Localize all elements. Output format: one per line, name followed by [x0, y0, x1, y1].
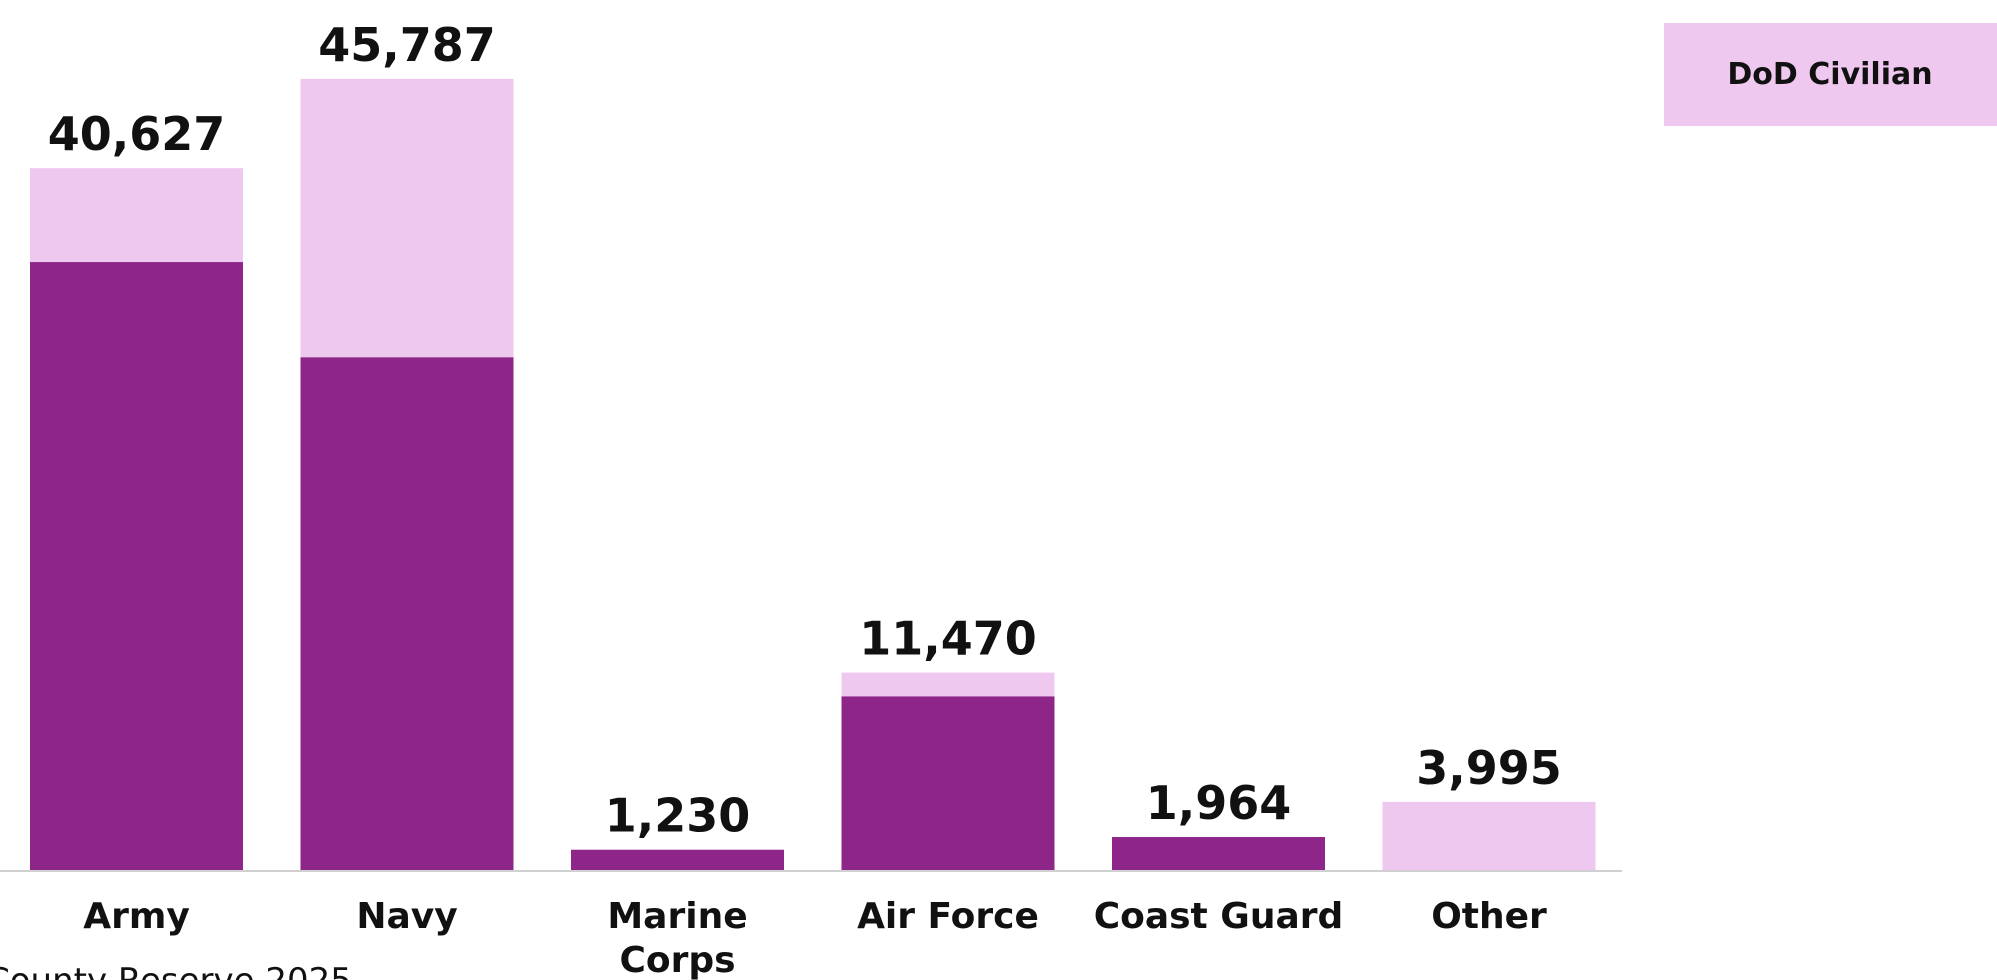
category-label-other: Other [1431, 896, 1547, 937]
legend-label-dod-civilian: DoD Civilian [1727, 57, 1932, 92]
bar-segment-service-coast-guard [1112, 837, 1325, 871]
total-labels: 40,627 45,787 1,230 11,470 1,964 3,995 [48, 18, 1562, 843]
legend: DoD Civilian [1664, 23, 1997, 126]
category-label-coast-guard: Coast Guard [1094, 896, 1344, 937]
category-label-navy: Navy [356, 896, 457, 937]
source-note: County Reserve 2025 [0, 961, 352, 980]
category-label-marine-corps: Marine Corps [607, 896, 747, 980]
total-label-air-force: 11,470 [859, 612, 1037, 666]
category-label-air-force: Air Force [857, 896, 1039, 937]
total-label-army: 40,627 [48, 107, 226, 161]
total-label-navy: 45,787 [318, 18, 496, 72]
category-labels: Army Navy Marine Corps Air Force Coast Guard O… [83, 896, 1547, 980]
total-label-coast-guard: 1,964 [1146, 776, 1292, 830]
total-label-marine-corps: 1,230 [605, 789, 751, 843]
legend-swatch-dod-civilian [1664, 23, 1997, 126]
bar-segment-dod-civilian-air-force [841, 672, 1055, 697]
bar-segment-dod-civilian-other [1382, 801, 1596, 871]
bar-segment-service-air-force [841, 696, 1055, 871]
bar-segment-service-navy [300, 357, 514, 871]
total-label-other: 3,995 [1416, 741, 1562, 795]
category-label-army: Army [83, 896, 190, 937]
bar-segment-dod-civilian-navy [300, 78, 514, 358]
bar-segment-service-marine-corps [571, 849, 784, 871]
bar-segment-service-army [30, 262, 243, 871]
bars [30, 78, 1596, 871]
bar-segment-dod-civilian-army [30, 168, 243, 263]
